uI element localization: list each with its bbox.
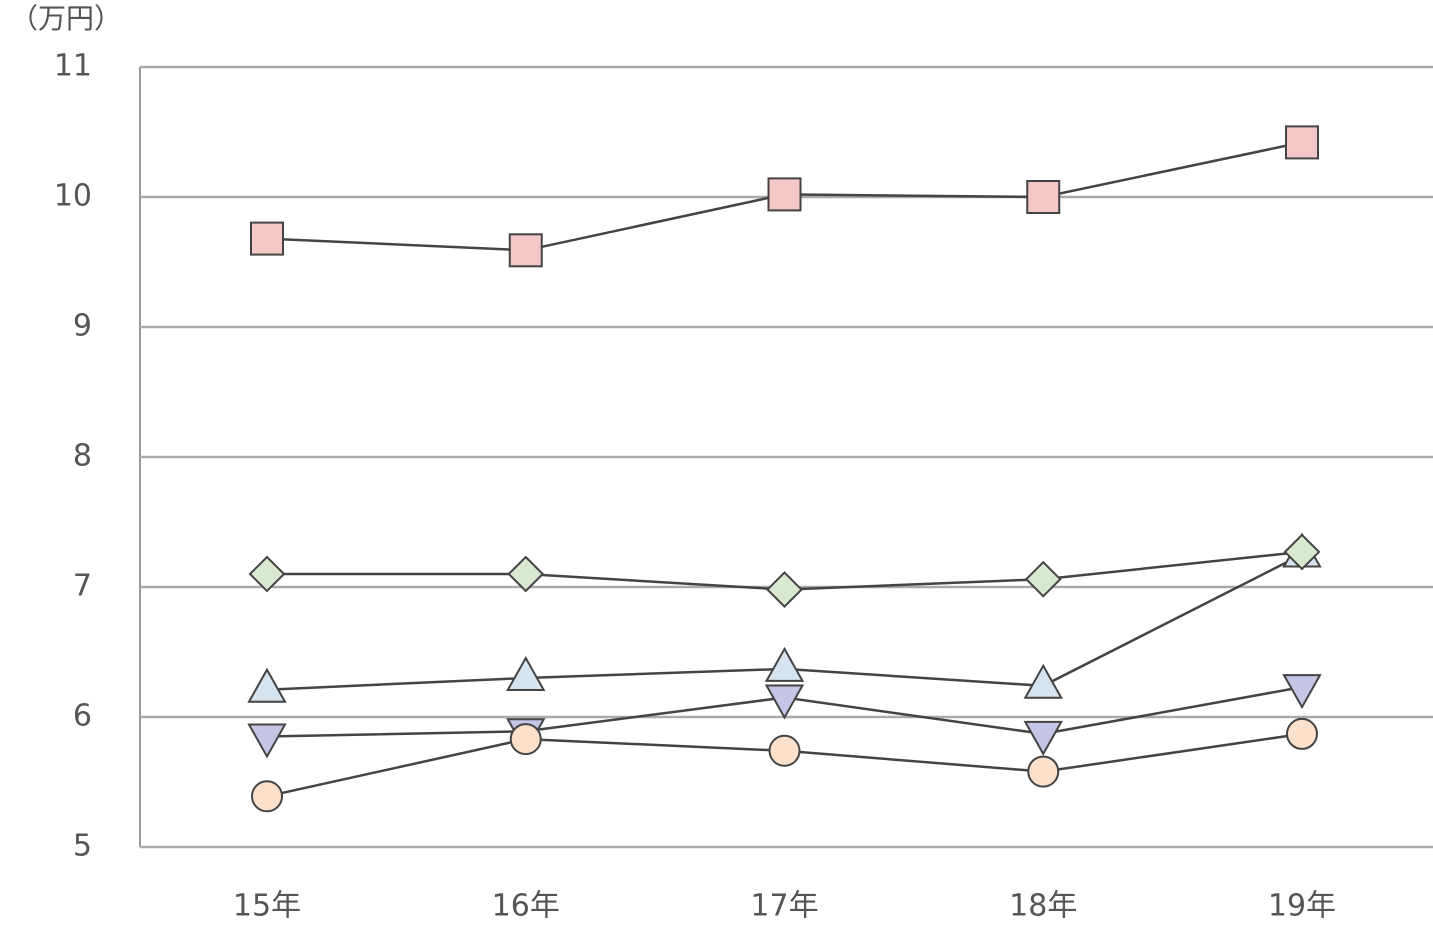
marker <box>1282 674 1322 710</box>
marker <box>1286 717 1318 750</box>
marker <box>507 555 545 593</box>
marker <box>1023 720 1063 756</box>
x-tick-label: 19年 <box>1268 889 1336 924</box>
marker <box>247 723 287 759</box>
y-tick-label: 8 <box>73 439 92 474</box>
marker <box>764 684 805 720</box>
marker <box>250 221 284 256</box>
x-tick-label: 17年 <box>750 889 818 924</box>
marker <box>508 233 543 268</box>
marker <box>767 177 802 212</box>
marker <box>247 667 287 703</box>
marker <box>248 555 286 593</box>
y-tick-label: 9 <box>73 309 92 344</box>
marker <box>251 780 283 813</box>
marker <box>1023 663 1063 699</box>
marker <box>764 646 805 682</box>
y-tick-label: 11 <box>54 49 92 84</box>
y-tick-label: 10 <box>54 179 92 214</box>
marker <box>768 734 801 767</box>
marker <box>1026 180 1061 214</box>
x-tick-label: 18年 <box>1009 889 1077 924</box>
marker <box>1024 560 1062 598</box>
marker <box>1027 755 1060 788</box>
marker <box>1283 533 1321 571</box>
marker <box>766 571 803 609</box>
marker <box>506 655 546 691</box>
y-unit-label: （万円） <box>10 2 122 35</box>
marker <box>1285 125 1319 160</box>
marker <box>509 723 542 756</box>
y-tick-label: 5 <box>73 829 92 864</box>
y-tick-label: 6 <box>73 699 92 734</box>
y-tick-label: 7 <box>73 569 92 604</box>
x-tick-label: 15年 <box>233 889 301 924</box>
x-tick-label: 16年 <box>492 889 560 924</box>
